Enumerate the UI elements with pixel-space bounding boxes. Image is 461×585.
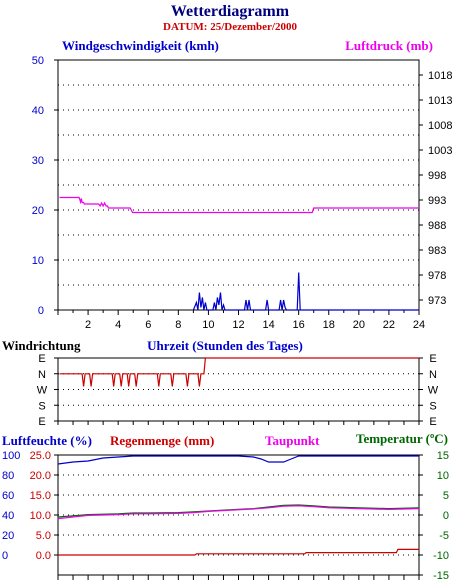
wind-tick-label: 30	[32, 155, 44, 167]
humidity-temperature-panel: -15 -10 -5 0 5 10 15 0 20 40 60 80 100 0.0 5.0 10.0 15.0…	[2, 450, 449, 582]
x-tick-label: 14	[262, 319, 274, 331]
humidity-tick-label: 0	[2, 550, 8, 562]
direction-tick-label: N	[429, 369, 437, 381]
x-tick-label: 6	[145, 319, 151, 331]
temperature-tick-label: -15	[433, 570, 449, 582]
humidity-label: Luftfeuchte (%)	[2, 433, 92, 448]
temperature-label: Temperatur (ºC)	[356, 431, 448, 446]
direction-tick-label: E	[429, 353, 436, 365]
rain-tick-label: 25.0	[30, 450, 51, 462]
temperature-tick-label: 0	[443, 510, 449, 522]
direction-tick-label: W	[428, 385, 439, 397]
direction-tick-label: N	[38, 369, 46, 381]
pressure-tick-label: 1018	[428, 70, 452, 82]
direction-tick-label: S	[429, 400, 436, 412]
x-tick-label: 12	[232, 319, 244, 331]
direction-tick-label: E	[38, 416, 45, 428]
pressure-tick-label: 1008	[428, 120, 452, 132]
series-line	[59, 196, 419, 214]
humidity-tick-label: 80	[2, 470, 14, 482]
rain-tick-label: 15.0	[30, 490, 51, 502]
pressure-tick-label: 1003	[428, 145, 452, 157]
direction-tick-label: E	[429, 416, 436, 428]
direction-tick-label: S	[38, 400, 45, 412]
series-line	[59, 357, 419, 387]
pressure-tick-label: 973	[428, 295, 446, 307]
x-tick-label: 2	[85, 319, 91, 331]
pressure-tick-label: 998	[428, 170, 446, 182]
x-tick-label: 16	[293, 319, 305, 331]
wind-tick-label: 40	[32, 105, 44, 117]
rain-tick-label: 20.0	[30, 470, 51, 482]
wind-label: Windgeschwindigkeit (kmh)	[62, 38, 219, 53]
direction-panel: E EN NW WS SE E	[37, 353, 439, 428]
x-tick-label: 20	[353, 319, 365, 331]
direction-label: Windrichtung	[2, 338, 81, 353]
direction-tick-label: W	[37, 385, 48, 397]
humidity-tick-label: 40	[2, 510, 14, 522]
series-line	[58, 548, 419, 556]
rain-tick-label: 10.0	[30, 510, 51, 522]
wind-tick-label: 0	[38, 305, 44, 317]
series-line	[192, 272, 419, 311]
pressure-tick-label: 978	[428, 270, 446, 282]
wind-tick-label: 10	[32, 255, 44, 267]
pressure-tick-label: 983	[428, 245, 446, 257]
wind-tick-label: 50	[32, 55, 44, 67]
temperature-tick-label: 10	[437, 470, 449, 482]
temperature-tick-label: 15	[437, 450, 449, 462]
pressure-tick-label: 993	[428, 195, 446, 207]
x-tick-label: 18	[323, 319, 335, 331]
x-tick-label: 22	[383, 319, 395, 331]
series-line	[57, 455, 419, 465]
wind-tick-label: 20	[32, 205, 44, 217]
temperature-tick-label: 5	[443, 490, 449, 502]
rain-tick-label: 0.0	[36, 550, 51, 562]
x-tick-label: 4	[115, 319, 121, 331]
humidity-tick-label: 20	[2, 530, 14, 542]
pressure-tick-label: 1013	[428, 95, 452, 107]
x-tick-label: 24	[413, 319, 425, 331]
dewpoint-label: Taupunkt	[265, 433, 320, 448]
pressure-tick-label: 988	[428, 220, 446, 232]
direction-tick-label: E	[38, 353, 45, 365]
series-line	[57, 505, 420, 520]
temperature-tick-label: -5	[439, 530, 449, 542]
temperature-tick-label: -10	[433, 550, 449, 562]
rain-label: Regenmenge (mm)	[110, 433, 214, 448]
x-tick-label: 10	[202, 319, 214, 331]
chart-title: Wetterdiagramm	[171, 3, 290, 20]
humidity-tick-label: 100	[2, 450, 20, 462]
pressure-label: Luftdruck (mb)	[345, 38, 433, 53]
time-label: Uhrzeit (Stunden des Tages)	[147, 338, 303, 353]
wind-pressure-panel: 0102030405097397898398899399810031008101…	[32, 55, 453, 331]
humidity-tick-label: 60	[2, 490, 14, 502]
x-tick-label: 8	[175, 319, 181, 331]
chart-subtitle: DATUM: 25/Dezember/2000	[163, 21, 297, 33]
rain-tick-label: 5.0	[36, 530, 51, 542]
